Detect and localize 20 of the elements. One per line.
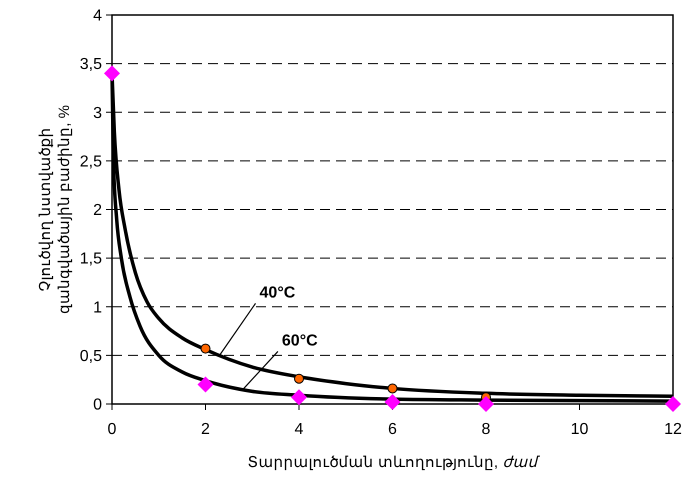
y-tick-label: 4 xyxy=(93,8,102,25)
x-tick-label: 10 xyxy=(570,421,588,438)
y-tick-label: 3,5 xyxy=(80,56,102,74)
y-tick-label: 2 xyxy=(93,202,102,220)
x-tick-label: 8 xyxy=(482,421,491,438)
x-tick-label: 4 xyxy=(294,421,304,438)
x-tick-label: 2 xyxy=(201,421,210,438)
y-tick-label: 1 xyxy=(93,299,102,316)
y-tick-label: 0 xyxy=(93,396,102,414)
x-tick-label: 12 xyxy=(664,421,682,438)
y-tick-label: 2,5 xyxy=(80,153,102,170)
annotation: 60°C xyxy=(282,332,318,350)
x-tick-label: 0 xyxy=(108,421,117,438)
x-axis-title: Տարրալուծման տևողությունը, ժամ xyxy=(248,454,540,471)
y-axis-title: Չլուծվող նստվածքի զանգվածային բաժինը, % xyxy=(37,105,73,314)
y-tick-label: 1,5 xyxy=(80,250,102,268)
annotation: 40°C xyxy=(260,284,296,302)
y-tick-label: 0,5 xyxy=(80,348,102,365)
x-tick-label: 6 xyxy=(388,421,398,438)
y-tick-label: 3 xyxy=(93,104,102,122)
